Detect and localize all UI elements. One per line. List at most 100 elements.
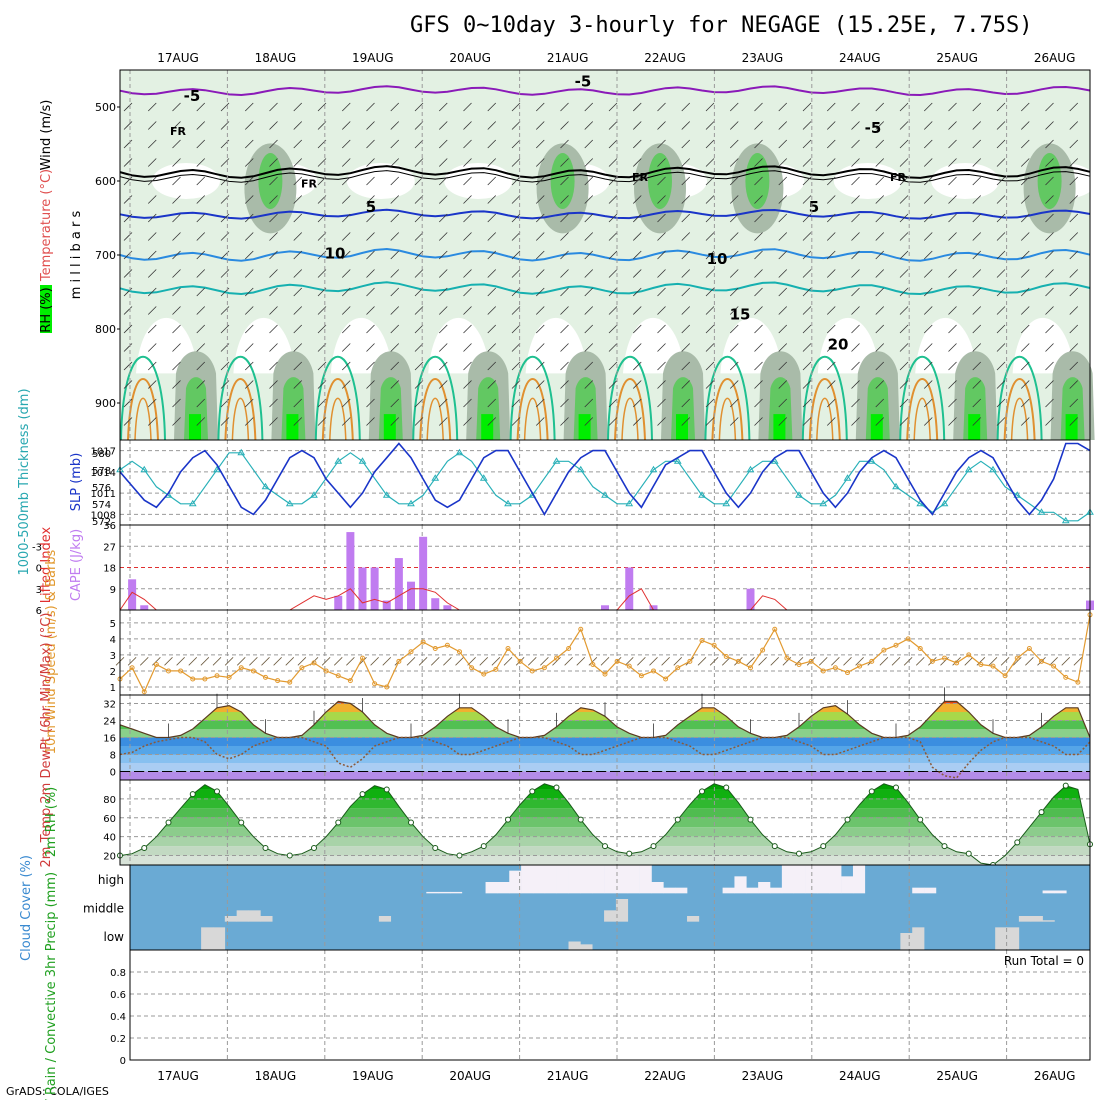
wind-barb [414, 324, 424, 334]
wind-barb [560, 380, 569, 389]
wind-barb [341, 417, 351, 426]
wind-barb [972, 343, 982, 352]
wind-point [845, 670, 850, 676]
wind-point [651, 668, 656, 674]
wind-barb [249, 657, 258, 666]
thickness-point [261, 482, 270, 490]
wind-barb [317, 269, 327, 278]
wind-barb [244, 417, 254, 426]
contour-20 [412, 356, 459, 441]
wind-barb [996, 158, 1006, 167]
rh-band [120, 798, 1090, 809]
wind-point [857, 663, 863, 669]
cloud-bar-high [544, 865, 557, 894]
wind-barb [996, 250, 1006, 260]
thickness-point [892, 482, 900, 490]
ytick-thickness: 576 [92, 483, 111, 494]
wind-barb [560, 232, 569, 241]
wind-barb [1045, 195, 1054, 204]
wind-barb [923, 102, 933, 112]
wind-barb [341, 195, 351, 204]
wind-barb [438, 250, 448, 260]
cloud-bar-high [438, 891, 451, 894]
wind-barb [317, 417, 327, 426]
wind-barb [657, 380, 666, 389]
wind-barb [341, 176, 351, 186]
wind-barb [826, 306, 836, 315]
rh-point [1038, 809, 1045, 816]
wind-barb [1045, 176, 1054, 186]
thickness-point [673, 457, 682, 464]
wind-barb [770, 657, 780, 666]
wind-barb [778, 417, 788, 426]
wind-barb [851, 269, 860, 278]
contour-minus5 [119, 85, 1091, 97]
thickness-point [722, 499, 731, 507]
thickness-point [770, 457, 779, 464]
wind-barb [948, 250, 957, 260]
wind-barb [147, 417, 157, 426]
wind-barb [948, 102, 957, 112]
wind-barb [903, 657, 913, 666]
wind-barb [123, 324, 133, 334]
wind-point [141, 689, 147, 695]
wind-barb [657, 250, 666, 260]
wind-barb [172, 232, 181, 241]
wind-barb [802, 306, 812, 315]
wind-barb [681, 250, 691, 260]
contour-20 [607, 356, 653, 441]
wind-barb [511, 176, 521, 186]
wind-series-line [119, 614, 1091, 694]
wind-barb [123, 195, 133, 204]
wind-barb [632, 121, 642, 130]
wind-barb [851, 324, 860, 334]
wind-barb [390, 343, 400, 352]
cloud-bar-high [1042, 890, 1055, 894]
cloud-bar-middle [604, 910, 617, 922]
wind-barb [244, 306, 254, 315]
rh-color-bands [120, 783, 1090, 865]
wind-barb [608, 102, 618, 112]
wind-barb [657, 102, 666, 112]
wind-barb [729, 232, 739, 241]
wind-barb [584, 158, 594, 167]
cape-bar [358, 567, 367, 610]
wind-barb [414, 139, 424, 149]
wind-barb [438, 139, 448, 149]
wind-barb [366, 398, 375, 408]
wind-barb [147, 306, 157, 315]
cloud-bar-middle [687, 916, 700, 922]
rh-point [893, 784, 899, 791]
wind-barb [463, 158, 472, 167]
ytick-rh: 20 [103, 852, 116, 863]
wind-barb [487, 250, 497, 260]
wind-barb [826, 176, 836, 186]
wind-barb [851, 139, 860, 149]
cape-bar [431, 598, 440, 610]
wind-barb [778, 250, 788, 260]
wind-barb [293, 213, 303, 223]
wind-barb [463, 121, 472, 130]
wind-barb [390, 121, 400, 130]
wind-barb [875, 102, 885, 112]
thickness-point [1037, 508, 1046, 515]
dry-region [152, 163, 220, 199]
wind-barb [923, 195, 933, 204]
wind-barb [341, 343, 351, 352]
wind-barb [948, 195, 957, 204]
cloud-bar-high [793, 865, 806, 894]
wind-point [675, 665, 681, 671]
rh-point [844, 816, 851, 823]
wind-barb [923, 398, 933, 408]
wind-barb [463, 195, 472, 204]
wind-barb [1045, 398, 1054, 408]
wind-barb [1020, 195, 1030, 204]
wind-barb [826, 250, 836, 260]
wind-barb [244, 287, 254, 297]
cape-bar [128, 579, 137, 610]
wind-point [990, 663, 996, 669]
wind-barb [972, 269, 982, 278]
wind-barb [123, 398, 133, 408]
wind-barb [224, 657, 234, 666]
